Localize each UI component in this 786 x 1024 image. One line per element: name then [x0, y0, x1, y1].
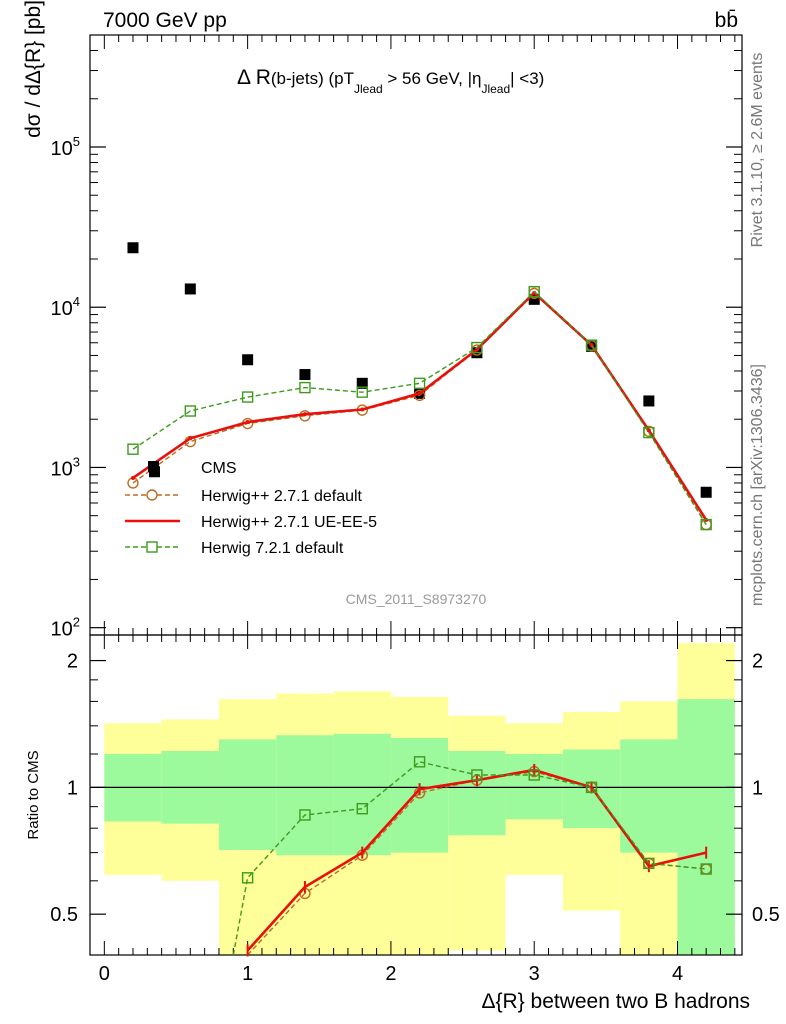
ratio-herwig7-point [471, 769, 483, 781]
y-tick-label: 104 [51, 294, 80, 320]
y-tick-exponent: 5 [73, 134, 80, 149]
ue-ee5-point [417, 391, 422, 396]
x-tick-label: 3 [529, 963, 540, 985]
legend-label: Herwig++ 2.7.1 default [201, 488, 363, 505]
x-axis-label: Δ{R} between two B hadrons [481, 990, 750, 1013]
y-tick-base: 10 [51, 619, 73, 641]
herwig7-point [356, 386, 368, 398]
series-line-2 [132, 291, 708, 521]
title-paren: (b-jets) (pT [271, 69, 354, 88]
herwig7-point [700, 518, 712, 531]
herwig7-point [643, 426, 655, 439]
main-frame [89, 34, 743, 636]
title-mid: > 56 GeV, |η [383, 69, 482, 88]
series-line-3 [132, 290, 707, 525]
ratio-y-tick-label-right: 2 [752, 651, 763, 673]
title-sub2: Jlead [481, 82, 510, 96]
legend-circle-marker [146, 489, 158, 501]
herwig7-point [528, 285, 540, 298]
mcplots-label: mcplots.cern.ch [arXiv:1306.3436] [749, 364, 766, 606]
x-tick-label: 0 [99, 963, 110, 985]
ratio-herwig7-point [241, 872, 254, 884]
cms-data-point [299, 369, 311, 381]
ue-ee5-point [245, 420, 250, 425]
cms-data-point [643, 395, 655, 407]
ue-ee5-point [360, 407, 365, 412]
ratio-frame [89, 634, 743, 956]
ue-ee5-point [646, 428, 651, 433]
legend-label: Herwig 7.2.1 default [201, 540, 344, 557]
herwig7-point [299, 381, 311, 394]
x-tick-label: 2 [385, 963, 396, 985]
ue-ee5-point [130, 475, 135, 480]
cms-data-point [700, 486, 712, 498]
y-tick-exponent: 4 [73, 294, 80, 309]
y-tick-base: 10 [51, 458, 73, 480]
cms-data-point [356, 377, 368, 389]
herwig7-point [585, 339, 598, 351]
cms-data-point [528, 293, 540, 305]
y-tick-label: 103 [51, 454, 80, 480]
ratio-herwig7-point [585, 781, 598, 794]
x-tick-label: 1 [242, 963, 253, 985]
final-state-label: bb̄ [715, 9, 738, 32]
band-green-7 [505, 754, 563, 820]
herwig7-point [184, 405, 197, 417]
y-tick-exponent: 2 [73, 615, 80, 630]
band-green-10 [677, 699, 735, 955]
ratio-y-tick-label: 2 [67, 651, 78, 673]
y-axis-label: dσ / dΔ{R} [pb] [22, 0, 45, 138]
band-green-3 [276, 735, 334, 856]
herwig7-point [241, 391, 254, 403]
herwig7-point [413, 377, 426, 390]
ratio-y-axis-label: Ratio to CMS [25, 750, 42, 839]
herwig7-point [127, 443, 139, 455]
band-green-6 [448, 750, 506, 836]
ue-ee5-point [474, 347, 479, 352]
cms-data-point [184, 283, 196, 295]
legend-label: CMS [201, 460, 237, 477]
legend-cms-marker [148, 461, 159, 472]
cms-data-point [242, 354, 254, 366]
chart-title: Δ R(b-jets) (pTJlead > 56 GeV, |ηJlead| … [237, 66, 544, 96]
ratio-herwig7-point [700, 863, 712, 875]
ue-ee5-point [188, 436, 193, 441]
cms-data-point [127, 242, 139, 254]
process-label: 7000 GeV pp [103, 9, 227, 32]
ratio-plot-panel: 0 1 2 3 4 0.5 0.5 1 1 2 2 [50, 634, 780, 985]
band-green-5 [390, 737, 449, 853]
ue-ee5-point [302, 412, 307, 417]
legend: CMS Herwig++ 2.7.1 default Herwig++ 2.7.1 … [125, 460, 377, 557]
y-tick-base: 10 [51, 298, 73, 320]
ratio-y-tick-label-right: 1 [752, 777, 763, 799]
title-end: | <3) [510, 69, 544, 88]
ratio-y-tick-label-right: 0.5 [752, 904, 780, 926]
x-tick-label: 4 [672, 963, 683, 985]
ratio-herwig7-point [528, 769, 540, 781]
y-tick-label: 105 [51, 134, 80, 160]
title-sub1: Jlead [354, 82, 383, 96]
herwig7-point [471, 341, 483, 354]
analysis-id: CMS_2011_S8973270 [346, 591, 487, 607]
ratio-herwig7-point [413, 756, 426, 768]
title-main: Δ R [237, 66, 271, 89]
y-tick-label: 102 [51, 615, 80, 641]
legend-label: Herwig++ 2.7.1 UE-EE-5 [201, 514, 377, 531]
band-green-2 [218, 739, 277, 851]
ratio-herwig7-point [299, 809, 311, 821]
ratio-herwig7-point [356, 802, 368, 815]
ratio-y-tick-label: 0.5 [50, 904, 78, 926]
ratio-y-tick-label: 1 [67, 777, 78, 799]
ratio-line-2 [232, 761, 707, 956]
ratio-herwig7-point [643, 857, 655, 870]
y-tick-exponent: 3 [73, 454, 80, 469]
legend-square-marker [146, 541, 158, 553]
y-tick-base: 10 [51, 138, 73, 160]
band-green-9 [620, 739, 678, 853]
rivet-label: Rivet 3.1.10, ≥ 2.6M events [749, 53, 766, 248]
band-green-4 [333, 733, 391, 856]
